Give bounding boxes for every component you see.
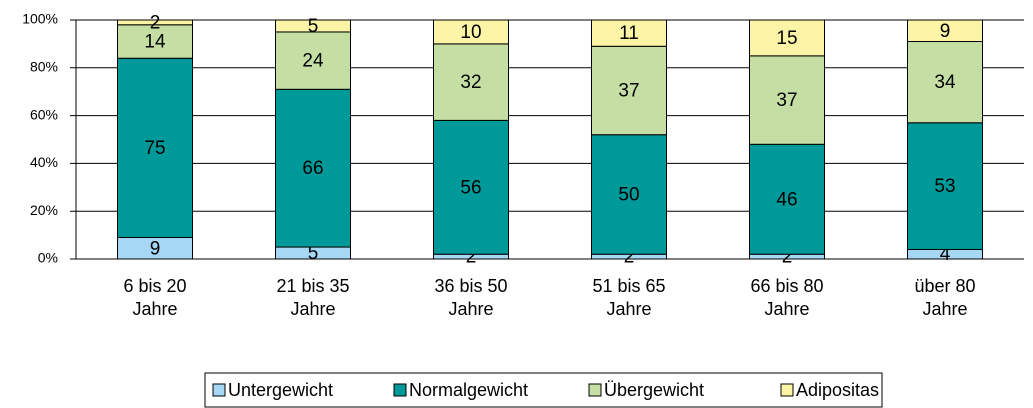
y-tick-label: 60%: [30, 106, 58, 122]
data-label: 14: [144, 32, 166, 53]
legend-label: Übergewicht: [604, 380, 704, 400]
bar-segment: [591, 19, 667, 47]
x-tick-label: Jahre: [132, 299, 177, 319]
bar-segment: [907, 19, 983, 43]
data-label: 2: [466, 247, 477, 268]
bar-segment: [591, 45, 667, 136]
x-tick-label: 66 bis 80: [750, 276, 823, 296]
x-tick-label: 51 bis 65: [592, 276, 665, 296]
data-label: 37: [776, 90, 797, 111]
data-label: 34: [934, 72, 956, 93]
legend-swatch: [212, 383, 226, 397]
x-tick-label: Jahre: [606, 299, 651, 319]
bar-segment: [433, 119, 509, 255]
data-label: 56: [460, 177, 481, 198]
x-tick-label: 21 bis 35: [276, 276, 349, 296]
y-tick-label: 100%: [22, 11, 58, 27]
data-label: 37: [618, 81, 639, 102]
data-label: 9: [150, 238, 161, 259]
data-label: 53: [934, 176, 955, 197]
x-tick-label: über 80: [914, 276, 975, 296]
bar-segment: [907, 122, 983, 250]
data-label: 11: [619, 23, 639, 44]
data-label: 32: [460, 72, 481, 93]
data-label: 15: [776, 28, 797, 49]
bar-segment: [749, 55, 825, 145]
x-tick-label: Jahre: [764, 299, 809, 319]
x-tick-label: 6 bis 20: [123, 276, 186, 296]
legend-swatch: [780, 383, 794, 397]
data-label: 66: [302, 158, 323, 179]
legend-label: Adipositas: [796, 380, 879, 400]
data-label: 4: [940, 244, 951, 265]
data-label: 75: [144, 138, 165, 159]
x-tick-label: Jahre: [448, 299, 493, 319]
data-label: 2: [782, 247, 793, 268]
legend-swatch: [588, 383, 602, 397]
y-tick-label: 0%: [38, 250, 58, 266]
bar-segment: [591, 134, 667, 255]
legend-box: [204, 372, 883, 408]
data-label: 46: [776, 189, 797, 210]
bar-segment: [117, 24, 193, 59]
bar-segment: [433, 19, 509, 45]
data-label: 9: [940, 21, 951, 42]
data-label: 5: [308, 243, 319, 264]
bar-segment: [907, 41, 983, 124]
data-label: 10: [460, 22, 481, 43]
bar-segment: [749, 19, 825, 57]
legend-label: Untergewicht: [228, 380, 333, 400]
data-label: 50: [618, 184, 639, 205]
y-tick-label: 40%: [30, 154, 58, 170]
legend-swatch: [393, 383, 407, 397]
x-tick-label: 36 bis 50: [434, 276, 507, 296]
bar-segment: [275, 19, 351, 33]
bar-segment: [117, 57, 193, 238]
y-tick-label: 80%: [30, 59, 58, 75]
legend-label: Normalgewicht: [409, 380, 528, 400]
bar-segment: [117, 19, 193, 26]
bar-segment: [433, 43, 509, 121]
y-tick-label: 20%: [30, 202, 58, 218]
bar-segment: [275, 31, 351, 90]
data-label: 24: [302, 51, 324, 72]
x-tick-label: Jahre: [290, 299, 335, 319]
x-tick-label: Jahre: [922, 299, 967, 319]
data-label: 2: [624, 247, 635, 268]
data-label: 2: [150, 12, 161, 33]
data-label: 5: [308, 16, 319, 37]
bar-segment: [749, 143, 825, 255]
